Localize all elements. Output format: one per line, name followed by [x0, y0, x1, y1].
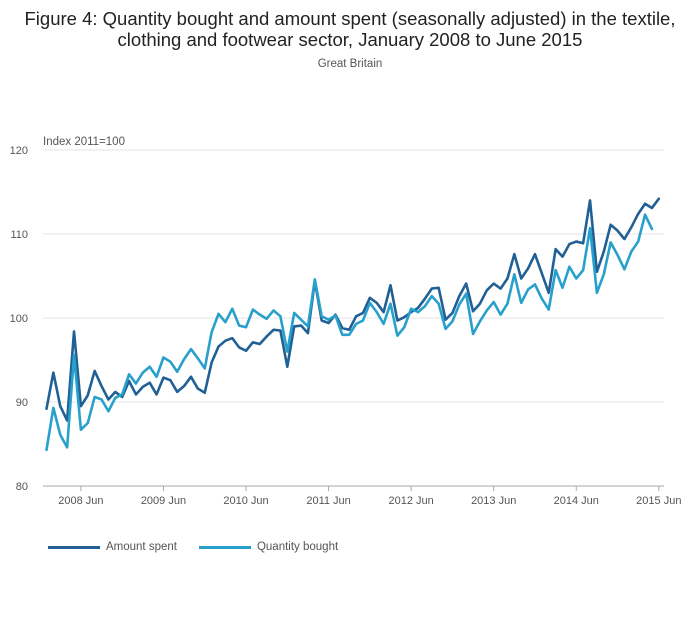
legend-item-quantity-bought: Quantity bought — [198, 541, 339, 553]
x-tick-label: 2011 Jun — [306, 495, 350, 507]
y-tick-label: 80 — [16, 481, 28, 493]
x-tick-label: 2014 Jun — [554, 495, 599, 507]
y-tick-120: 120 — [10, 145, 28, 157]
y-tick-80: 80 — [16, 481, 28, 493]
y-tick-label: 110 — [10, 229, 28, 241]
gridlines — [43, 149, 664, 403]
x-tick-2008-jun: 2008 Jun — [58, 495, 103, 507]
series-lines — [45, 197, 661, 452]
x-tick-label: 2008 Jun — [58, 495, 103, 507]
legend-label-amount-spent: Amount spent — [106, 541, 177, 553]
x-tick-label: 2013 Jun — [471, 495, 516, 507]
x-tick-2013-jun: 2013 Jun — [471, 495, 516, 507]
x-tick-2010-jun: 2010 Jun — [223, 495, 268, 507]
x-tick-label: 2015 Jun — [636, 495, 681, 507]
legend-item-amount-spent: Amount spent — [48, 541, 177, 553]
y-tick-label: 120 — [10, 145, 28, 157]
series-line-quantity-bought — [45, 213, 654, 452]
x-axis: 2008 Jun 2009 Jun 2010 Jun 2011 Jun 2012 Jun… — [43, 485, 681, 507]
x-tick-label: 2012 Jun — [389, 495, 434, 507]
legend-swatch-quantity-bought — [198, 545, 251, 549]
y-axis-ticks: 80 90 100 110 120 — [10, 145, 28, 493]
y-tick-label: 90 — [16, 397, 28, 409]
x-tick-label: 2009 Jun — [141, 495, 186, 507]
x-tick-2015-jun: 2015 Jun — [636, 495, 681, 507]
legend-label-quantity-bought: Quantity bought — [256, 541, 339, 553]
x-tick-2009-jun: 2009 Jun — [141, 495, 186, 507]
x-tick-2014-jun: 2014 Jun — [554, 495, 599, 507]
series-line-amount-spent — [45, 197, 661, 422]
legend: Amount spent Quantity bought — [48, 541, 360, 553]
y-tick-110: 110 — [10, 229, 28, 241]
chart-subtitle: Great Britain — [317, 58, 383, 70]
chart-title: Figure 4: Quantity bought and amount spe… — [24, 8, 676, 50]
x-tick-label: 2010 Jun — [223, 495, 268, 507]
y-axis-unit-label: Index 2011=100 — [43, 136, 125, 148]
y-tick-label: 100 — [10, 313, 28, 325]
x-tick-2011-jun: 2011 Jun — [306, 495, 350, 507]
x-tick-2012-jun: 2012 Jun — [389, 495, 434, 507]
legend-swatch-amount-spent — [48, 545, 100, 549]
y-tick-100: 100 — [10, 313, 28, 325]
y-tick-90: 90 — [16, 397, 28, 409]
